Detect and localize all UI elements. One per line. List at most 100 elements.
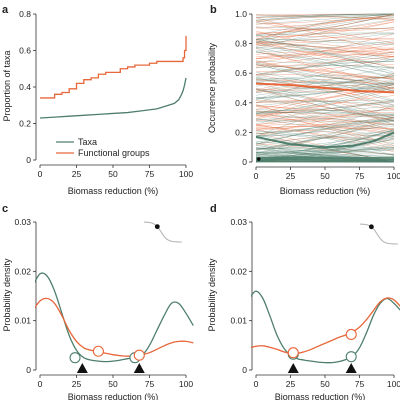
panel-letter-d: d xyxy=(210,203,217,215)
panel-b-individual-curve xyxy=(255,75,395,83)
panel-b-ylabel: Occurrence probability xyxy=(207,42,217,133)
panel-a-x-tick-label: 0 xyxy=(38,169,43,179)
panel-b-individual-curve xyxy=(255,87,395,115)
panel-b-individual-curve xyxy=(255,21,395,40)
panel-b-individual-curve xyxy=(255,124,395,153)
panel-a-x-tick-label: 75 xyxy=(145,169,155,179)
panel-c-y-tick-label: 0 xyxy=(26,365,31,375)
panel-b-individual-curve xyxy=(255,89,395,126)
panel-b-individual-curve xyxy=(255,38,395,47)
panel-c-inset-curve xyxy=(143,221,182,243)
panel-b-individual-curve xyxy=(255,77,395,106)
panel-b-individual-curve xyxy=(255,15,395,36)
panel-c-y-tick-label: 0.01 xyxy=(14,316,31,326)
panel-b-individual-curve xyxy=(255,136,395,149)
panel-d-threshold-triangle xyxy=(345,363,357,373)
panel-d-ylabel: Probability density xyxy=(207,258,217,332)
panel-c-x-tick-label: 100 xyxy=(179,379,193,389)
panel-b-individual-curve xyxy=(255,95,395,120)
panel-a-y-tick-label: 0 xyxy=(26,155,31,165)
panel-a-x-tick-label: 50 xyxy=(108,169,118,179)
panel-d-inset-dot xyxy=(369,224,374,230)
panel-b-individual-curve xyxy=(255,101,395,107)
panel-b-individual-curve xyxy=(255,83,395,93)
panel-c-x-tick-label: 0 xyxy=(38,379,43,389)
panel-b-individual-curve xyxy=(255,39,395,73)
panel-b-individual-curve xyxy=(255,60,395,64)
panel-c-threshold-triangle xyxy=(133,363,145,373)
panel-d-open-marker xyxy=(345,328,357,341)
panel-b-xlabel: Biomass reduction (%) xyxy=(280,186,371,196)
panel-b-individual-curve xyxy=(255,43,395,60)
panel-b-individual-curve xyxy=(255,65,395,75)
panel-b-individual-curve xyxy=(255,22,395,31)
panel-d-xlabel: Biomass reduction (%) xyxy=(275,392,366,400)
panel-b-individual-curve xyxy=(255,40,395,66)
panel-d-y-tick-label: 0.03 xyxy=(230,217,247,227)
panel-c-x-tick-label: 50 xyxy=(108,379,118,389)
panel-d-inset-curve xyxy=(359,223,398,245)
panel-b-individual-curve xyxy=(255,41,395,74)
panel-a-x-tick-label: 100 xyxy=(179,169,193,179)
panel-b-individual-curve xyxy=(255,72,395,102)
panel-a-x-tick-label: 25 xyxy=(72,169,82,179)
panel-b-individual-curve xyxy=(255,113,395,123)
panel-b-individual-curve xyxy=(255,51,395,88)
panel-b-individual-curve xyxy=(255,82,395,100)
panel-letter-c: c xyxy=(2,203,8,215)
panel-d-x-tick-label: 25 xyxy=(286,379,296,389)
panel-b-individual-curve xyxy=(255,73,395,110)
panel-b-y-tick-label: 0.8 xyxy=(235,39,247,49)
panel-c-inset xyxy=(143,221,182,243)
panel-a-series-taxa xyxy=(39,77,187,119)
panel-b-y-tick-label: 0.4 xyxy=(235,98,247,108)
panel-b-individual-curve xyxy=(255,118,395,143)
panel-b-individual-curve xyxy=(255,47,395,84)
panel-c-inset-dot xyxy=(154,224,160,230)
panel-c-y-tick-label: 0.02 xyxy=(14,266,31,276)
panel-b-individual-curve xyxy=(255,28,395,35)
panel-d-curves xyxy=(251,290,400,364)
panel-b-individual-curve xyxy=(255,13,395,17)
panel-a-xlabel: Biomass reduction (%) xyxy=(68,186,159,196)
panel-b-individual-curve xyxy=(255,119,395,131)
panel-b-individual-curve xyxy=(255,117,395,131)
panel-b-x-tick-label: 25 xyxy=(286,171,296,181)
panel-b-individual-curve xyxy=(255,67,395,100)
panel-d-y-tick-label: 0.02 xyxy=(230,266,247,276)
panel-c-xlabel: Biomass reduction (%) xyxy=(68,392,159,400)
panel-b-x-tick-label: 100 xyxy=(387,171,400,181)
panel-a-y-tick-label: 0.2 xyxy=(19,119,31,129)
panel-d-inset xyxy=(359,223,398,245)
panel-b-individual-curve xyxy=(255,51,395,62)
panel-d-threshold-triangle xyxy=(287,363,299,373)
panel-b-individual-curve xyxy=(255,26,395,29)
panel-c-y-tick-label: 0.03 xyxy=(14,217,31,227)
panel-b-individual-curve xyxy=(255,38,395,45)
panel-b-individual-curve xyxy=(255,61,395,92)
panel-d-open-marker xyxy=(287,347,299,359)
panel-b-individual-curve xyxy=(255,13,394,18)
panel-b-individual-curve xyxy=(255,107,395,125)
panel-c: 0 0.01 0.02 0.03 0 25 50 75 100 xyxy=(14,217,194,389)
panel-b-individual-curve xyxy=(255,41,395,61)
panel-c-open-marker xyxy=(133,349,145,361)
panel-b-individual-curve xyxy=(255,51,395,76)
panel-b-x-tick-label: 75 xyxy=(355,171,365,181)
panel-b-individual-curve xyxy=(255,58,395,87)
panel-b-individual-curve xyxy=(255,17,395,53)
panel-b-x-tick-label: 0 xyxy=(254,171,259,181)
panel-d-y-tick-label: 0.01 xyxy=(230,316,247,326)
panel-b-individual-curve xyxy=(255,50,395,55)
panel-b-y-tick-label: 1.0 xyxy=(235,9,247,19)
panel-b-individual-curves xyxy=(255,13,395,163)
panel-b-y-tick-label: 0 xyxy=(242,157,247,167)
panel-b-individual-curve xyxy=(255,101,395,112)
panel-b-individual-curve xyxy=(255,119,395,123)
panel-b-x-tick-label: 50 xyxy=(320,171,330,181)
panel-c-x-tick-label: 75 xyxy=(145,379,155,389)
panel-d-y-tick-label: 0 xyxy=(242,365,247,375)
panel-letter-b: b xyxy=(210,4,217,16)
panel-b-individual-curve xyxy=(255,111,395,115)
panel-b-individual-curve xyxy=(255,97,395,118)
